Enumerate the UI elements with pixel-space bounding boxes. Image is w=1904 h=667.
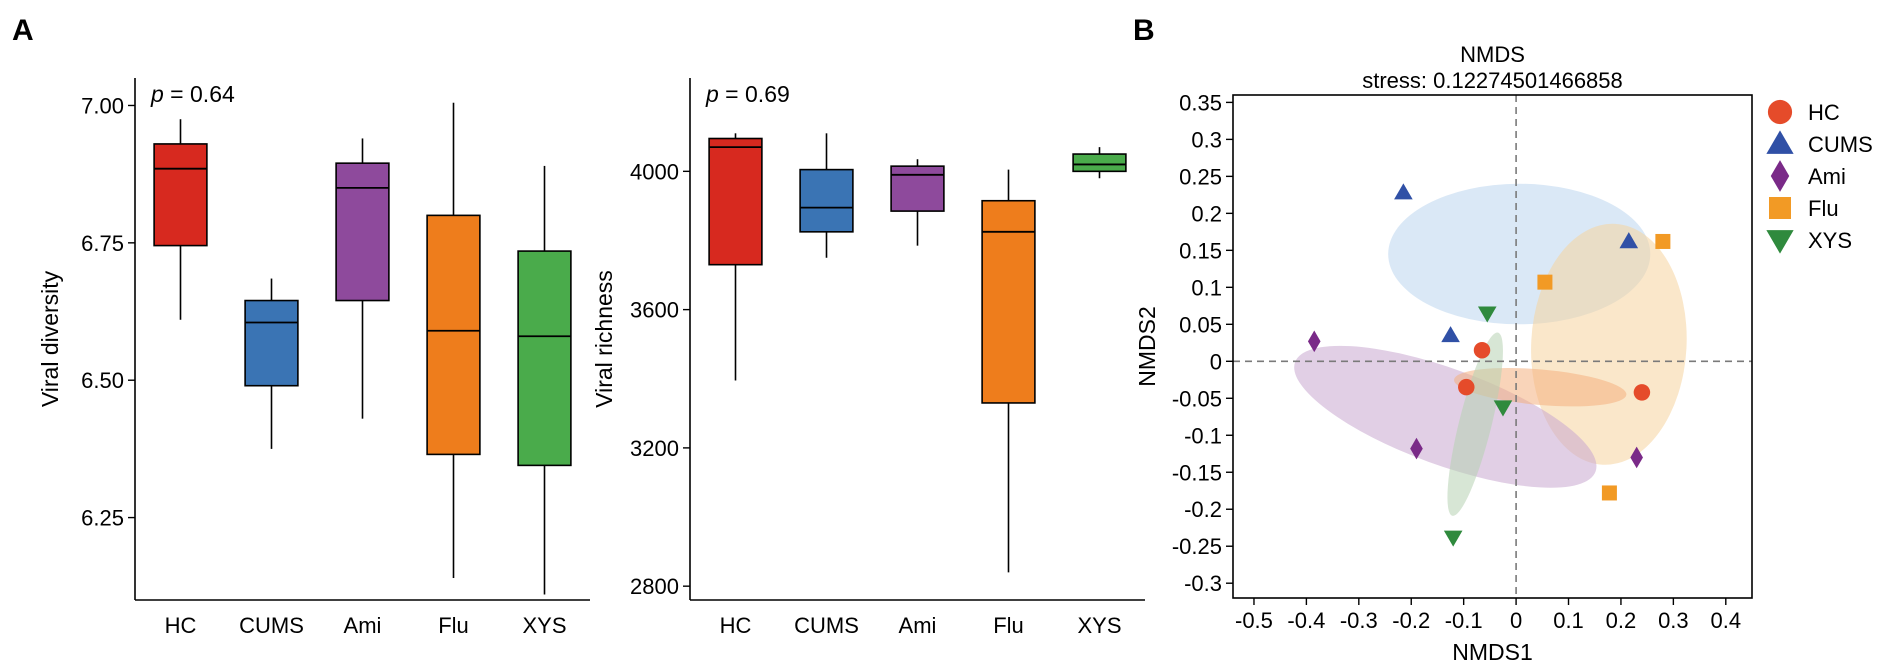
nmds-stress: stress: 0.12274501466858 [1362, 68, 1623, 93]
point-CUMS [1394, 183, 1413, 200]
x-tick-label: XYS [522, 613, 566, 638]
y-tick-label: 0.2 [1191, 201, 1222, 226]
box-Ami [890, 165, 945, 212]
y-axis-label: Viral diversity [37, 270, 63, 407]
x-axis-label: NMDS1 [1452, 639, 1533, 665]
legend-marker-CUMS [1766, 130, 1794, 154]
box-HC [708, 137, 763, 266]
p-value-annotation: p = 0.64 [150, 81, 235, 107]
panel-label-b: B [1133, 14, 1155, 47]
box-Flu [426, 214, 481, 456]
x-tick-label: HC [165, 613, 197, 638]
y-tick-label: 0.3 [1191, 127, 1222, 152]
legend-marker-Flu [1769, 197, 1791, 219]
x-tick-label: CUMS [794, 613, 859, 638]
point-HC [1473, 341, 1491, 359]
box-CUMS [244, 299, 299, 387]
x-tick-label: -0.5 [1235, 608, 1273, 633]
point-Ami [1630, 446, 1643, 469]
box-Ami [335, 162, 390, 302]
x-tick-label: 0.4 [1710, 608, 1741, 633]
y-axis-label: NMDS2 [1134, 306, 1160, 387]
y-tick-label: -0.2 [1184, 497, 1222, 522]
point-CUMS [1441, 326, 1460, 343]
point-HC [1633, 384, 1651, 401]
x-tick-label: XYS [1077, 613, 1121, 638]
nmds-legend: HC CUMS Ami Flu XYS [1766, 99, 1873, 254]
x-tick-label: Flu [993, 613, 1024, 638]
x-tick-label: -0.4 [1287, 608, 1325, 633]
legend-label-Flu: Flu [1808, 196, 1839, 221]
y-tick-label: -0.15 [1172, 460, 1222, 485]
p-symbol: p [705, 81, 719, 107]
y-tick-label: 0.05 [1179, 312, 1222, 337]
y-tick-label: 3200 [630, 436, 679, 461]
point-XYS [1443, 530, 1463, 547]
x-tick-label: Ami [344, 613, 382, 638]
point-Flu [1537, 274, 1553, 290]
y-tick-label: 6.75 [81, 231, 124, 256]
point-Ami [1410, 437, 1423, 460]
viral-richness-boxplot: 2800 3200 3600 4000 Viral richness p = 0.69 HC… [591, 78, 1145, 638]
x-tick-label: 0 [1510, 608, 1522, 633]
x-tick-label: -0.1 [1445, 608, 1483, 633]
legend-label-Ami: Ami [1808, 164, 1846, 189]
y-tick-label: 3600 [630, 298, 679, 323]
x-tick-label: CUMS [239, 613, 304, 638]
y-tick-label: 0.15 [1179, 238, 1222, 263]
x-tick-label: Flu [438, 613, 469, 638]
p-symbol: p [150, 81, 164, 107]
x-tick-label: Ami [899, 613, 937, 638]
point-CUMS [1619, 232, 1639, 249]
point-HC [1458, 378, 1475, 396]
legend-marker-XYS [1766, 230, 1794, 254]
point-Flu [1655, 233, 1671, 249]
nmds-title: NMDS [1460, 42, 1525, 67]
p-value: = 0.64 [164, 81, 235, 107]
y-axis-label: Viral richness [591, 270, 617, 408]
point-Flu [1601, 485, 1617, 501]
x-tick-label: 0.3 [1658, 608, 1689, 633]
legend-label-CUMS: CUMS [1808, 132, 1873, 157]
plot-frame [1232, 94, 1753, 599]
y-tick-label: -0.05 [1172, 386, 1222, 411]
y-tick-label: 4000 [630, 159, 679, 184]
viral-diversity-boxplot: 6.25 6.50 6.75 7.00 Viral diversity p = 0.64 H… [37, 78, 590, 638]
legend-label-HC: HC [1808, 100, 1840, 125]
box-XYS [1072, 153, 1127, 173]
legend-label-XYS: XYS [1808, 228, 1852, 253]
y-tick-label: 2800 [630, 574, 679, 599]
y-tick-label: 0.25 [1179, 164, 1222, 189]
p-value: = 0.69 [719, 81, 790, 107]
y-tick-label: -0.1 [1184, 423, 1222, 448]
box-HC [153, 143, 208, 247]
y-tick-label: 7.00 [81, 93, 124, 118]
point-XYS [1493, 400, 1513, 417]
box-XYS [517, 250, 572, 467]
ellipse-XYS [1447, 332, 1503, 516]
y-tick-label: -0.3 [1184, 571, 1222, 596]
box-Flu [981, 199, 1036, 404]
legend-marker-Ami [1770, 160, 1790, 192]
y-tick-label: 0 [1210, 349, 1222, 374]
box-CUMS [799, 168, 854, 233]
y-tick-label: 6.25 [81, 506, 124, 531]
x-tick-label: -0.2 [1392, 608, 1430, 633]
panel-label-a: A [12, 14, 34, 47]
legend-marker-HC [1767, 99, 1793, 125]
p-value-annotation: p = 0.69 [705, 81, 790, 107]
y-tick-label: 6.50 [81, 368, 124, 393]
ellipse-Ami [1294, 345, 1597, 488]
point-XYS [1477, 306, 1497, 323]
x-tick-label: HC [720, 613, 752, 638]
y-tick-label: 0.1 [1191, 275, 1222, 300]
y-tick-label: -0.25 [1172, 534, 1222, 559]
x-tick-label: 0.2 [1606, 608, 1637, 633]
point-Ami [1307, 330, 1321, 353]
x-tick-label: 0.1 [1553, 608, 1584, 633]
x-tick-label: -0.3 [1340, 608, 1378, 633]
y-tick-label: 0.35 [1179, 90, 1222, 115]
